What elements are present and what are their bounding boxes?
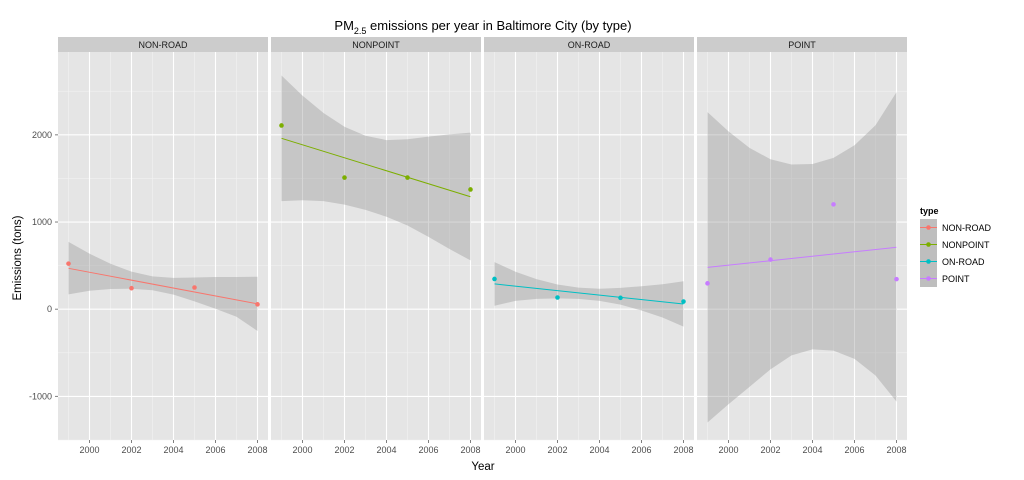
x-tick-label: 2004 xyxy=(376,445,396,455)
strip-background xyxy=(484,37,694,52)
chart-title-suffix: emissions per year in Baltimore City (by… xyxy=(366,18,631,33)
panel-on-road: ON-ROAD 2000 2002 2004 2006 2008 xyxy=(484,37,694,455)
x-tick-label: 2004 xyxy=(589,445,609,455)
legend-point xyxy=(926,276,931,281)
x-axis-title: Year xyxy=(471,461,494,473)
legend-label: POINT xyxy=(942,274,970,284)
data-point xyxy=(555,295,560,300)
x-tick-label: 2008 xyxy=(247,445,267,455)
x-tick-label: 2002 xyxy=(334,445,354,455)
data-point xyxy=(342,175,347,180)
data-point xyxy=(129,285,134,291)
x-tick-label: 2000 xyxy=(79,445,99,455)
data-point xyxy=(279,123,284,128)
panel-point: POINT 2000 2002 2004 2006 2008 xyxy=(697,37,907,455)
trend-line xyxy=(68,267,258,305)
y-tick-label: -1000 xyxy=(29,391,52,401)
strip-background xyxy=(271,37,481,52)
legend-label: ON-ROAD xyxy=(942,257,985,267)
strip-background xyxy=(58,37,268,52)
data-point xyxy=(894,276,899,282)
legend-item: POINT xyxy=(920,270,970,287)
panel-background xyxy=(58,52,268,440)
legend-label: NON-ROAD xyxy=(942,223,991,233)
x-tick-label: 2008 xyxy=(886,445,906,455)
data-point xyxy=(468,187,473,192)
y-axis-ticks: -1000 0 1000 2000 xyxy=(29,130,58,401)
data-point xyxy=(405,175,410,180)
data-point xyxy=(492,276,497,282)
legend-title: type xyxy=(920,206,939,216)
trend-line xyxy=(494,283,684,305)
legend-item: NON-ROAD xyxy=(920,219,991,236)
x-tick-label: 2006 xyxy=(418,445,438,455)
panel-background xyxy=(697,52,907,440)
strip-label: ON-ROAD xyxy=(568,40,611,50)
y-axis-title: Emissions (tons) xyxy=(12,215,24,300)
strip-label: NON-ROAD xyxy=(139,40,188,50)
legend-item: ON-ROAD xyxy=(920,253,985,270)
panel-background xyxy=(484,52,694,440)
x-tick-label: 2008 xyxy=(460,445,480,455)
trend-line xyxy=(281,137,471,198)
x-tick-label: 2000 xyxy=(292,445,312,455)
strip-label: NONPOINT xyxy=(352,40,400,50)
x-tick-label: 2002 xyxy=(760,445,780,455)
panel-non-road: NON-ROAD 2000 2002 2004 2006 2008 xyxy=(58,37,268,455)
data-point xyxy=(255,302,260,307)
strip-label: POINT xyxy=(788,40,816,50)
x-tick-label: 2006 xyxy=(205,445,225,455)
data-point xyxy=(681,299,686,304)
chart-title: PM2.5 emissions per year in Baltimore Ci… xyxy=(334,18,631,36)
legend-point xyxy=(926,242,931,247)
x-tick-label: 2006 xyxy=(631,445,651,455)
y-tick-label: 1000 xyxy=(32,217,52,227)
data-point xyxy=(192,285,197,290)
legend-item: NONPOINT xyxy=(920,236,990,253)
panel-background xyxy=(271,52,481,440)
chart-title-prefix: PM xyxy=(334,18,354,33)
facet-panels: NON-ROAD 2000 2002 2004 2006 2008 NONPOINT 2000… xyxy=(58,37,907,455)
legend: type NON-ROAD NONPOINT ON-ROAD POINT xyxy=(920,206,991,287)
data-point xyxy=(66,261,71,266)
x-tick-label: 2008 xyxy=(673,445,693,455)
legend-point xyxy=(926,259,931,264)
data-point xyxy=(768,257,773,262)
y-tick-label: 0 xyxy=(47,304,52,314)
data-point xyxy=(831,202,836,207)
chart-title-subscript: 2.5 xyxy=(354,26,367,36)
panel-nonpoint: NONPOINT 2000 2002 2004 2006 2008 xyxy=(271,37,481,455)
data-point xyxy=(705,281,710,286)
data-point xyxy=(618,295,623,301)
x-tick-label: 2000 xyxy=(718,445,738,455)
x-tick-label: 2004 xyxy=(163,445,183,455)
x-tick-label: 2006 xyxy=(844,445,864,455)
y-tick-label: 2000 xyxy=(32,130,52,140)
x-tick-label: 2004 xyxy=(802,445,822,455)
trend-line xyxy=(707,246,897,268)
legend-label: NONPOINT xyxy=(942,240,990,250)
legend-point xyxy=(926,225,931,230)
x-tick-label: 2000 xyxy=(505,445,525,455)
x-tick-label: 2002 xyxy=(121,445,141,455)
strip-background xyxy=(697,37,907,52)
x-tick-label: 2002 xyxy=(547,445,567,455)
